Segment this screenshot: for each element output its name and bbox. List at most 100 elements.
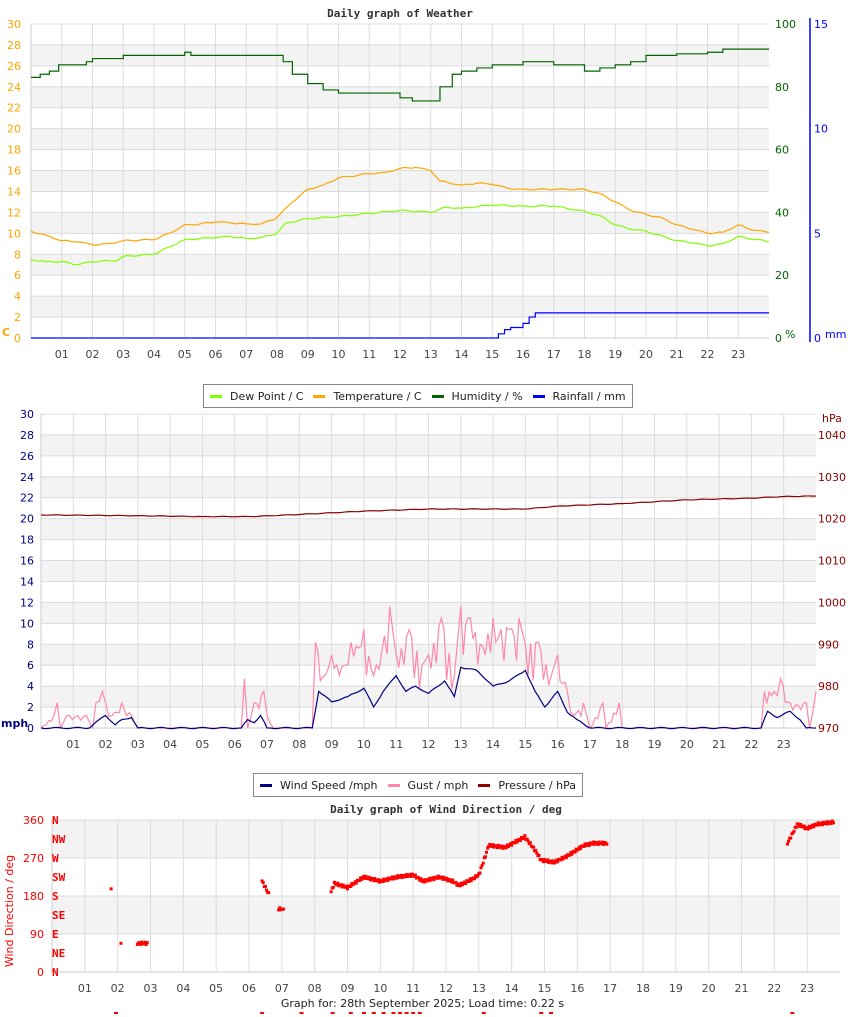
x-tick-label: 08 [292, 738, 306, 751]
wind-direction-point [514, 838, 518, 842]
wind-direction-point [510, 843, 514, 847]
wind-direction-point [595, 841, 599, 845]
wind-direction-point [602, 842, 606, 846]
y-tick-label-temperature: 16 [7, 165, 21, 178]
wind-direction-point [792, 829, 796, 833]
footer-load-info: Graph for: 28th September 2025; Load tim… [280, 997, 565, 1010]
y-tick-label-mph: 2 [27, 701, 34, 714]
wind-direction-point [500, 844, 504, 848]
legend-swatch [478, 784, 491, 787]
x-tick-label: 05 [195, 738, 209, 751]
calm-marker [790, 1012, 795, 1014]
wind-direction-point [551, 859, 555, 863]
legend-label: Gust / mph [407, 778, 469, 792]
wind-direction-point [331, 885, 335, 889]
wind-direction-point [329, 890, 333, 894]
calm-marker [361, 1012, 366, 1014]
x-tick-label: 08 [270, 348, 284, 361]
x-tick-label: 15 [485, 348, 499, 361]
legend-item: Humidity / % [431, 390, 523, 403]
legend-item: Pressure / hPa [478, 779, 576, 792]
compass-label: NW [52, 833, 66, 846]
x-tick-label: 21 [712, 738, 726, 751]
wind-direction-point [418, 878, 422, 882]
series-rainfall-line [31, 312, 769, 339]
wind-direction-point [263, 884, 267, 888]
y-tick-label-mph: 12 [20, 596, 34, 609]
wind-direction-point [396, 874, 400, 878]
wind-direction-point [561, 857, 565, 861]
wind-direction-point [483, 855, 487, 859]
wind-direction-point [409, 874, 413, 878]
wind-direction-point [346, 887, 349, 891]
wind-direction-point [391, 877, 395, 881]
x-tick-label: 17 [583, 738, 597, 751]
series-pressure-line [40, 495, 817, 518]
wind-direction-point [537, 853, 541, 857]
wind-direction-point [265, 888, 269, 892]
wind-direction-point [139, 942, 143, 946]
wind-direction-point [119, 941, 123, 945]
y-tick-label-mph: 0 [27, 722, 34, 735]
wind-direction-point [794, 825, 798, 829]
wind-direction-point [435, 876, 439, 880]
wind-direction-point [495, 846, 499, 850]
x-tick-label: 19 [648, 738, 662, 751]
wind-direction-point [442, 875, 446, 879]
wind-direction-point [532, 845, 536, 849]
wind-direction-point [806, 827, 810, 831]
y-tick-label-rainfall: 5 [814, 227, 821, 240]
wind-direction-point [349, 884, 353, 888]
y-tick-label-mph: 8 [27, 638, 34, 651]
wind-direction-point [398, 875, 402, 879]
wind-direction-point [469, 879, 473, 883]
wind-direction-point [340, 885, 344, 889]
chart-3: 01 02 03 04 05 06 07 08 09 10 11 12 13 14 15 16 17 18 19 20… [3, 803, 840, 1014]
x-tick-label: 07 [239, 348, 253, 361]
wind-direction-point [815, 823, 819, 827]
wind-direction-point [587, 843, 591, 847]
wind-direction-point [518, 838, 522, 842]
wind-direction-point [138, 941, 142, 945]
wind-direction-point [145, 941, 149, 945]
wind-direction-point [364, 874, 368, 878]
x-tick-label: 16 [570, 982, 584, 995]
x-tick-label: 19 [608, 348, 622, 361]
wind-direction-point [549, 859, 553, 863]
wind-direction-point [545, 860, 549, 864]
wind-direction-point [358, 879, 362, 883]
calm-markers [114, 1012, 795, 1014]
y-tick-label-temperature: 10 [7, 227, 21, 240]
x-tick-label: 05 [178, 348, 192, 361]
wind-direction-point [385, 877, 389, 881]
wind-direction-point [459, 881, 463, 885]
wind-direction-point [440, 875, 444, 879]
wind-direction-points [109, 819, 835, 947]
legend-item: Wind Speed /mph [260, 779, 378, 792]
wind-direction-point [591, 842, 595, 846]
wind-direction-point [569, 851, 573, 855]
wind-direction-point [386, 879, 390, 883]
y-tick-label-pressure: 1010 [818, 555, 846, 568]
wind-direction-point [449, 880, 453, 884]
y-tick-label-temperature: 6 [14, 269, 21, 282]
wind-direction-point [484, 850, 488, 854]
wind-direction-point [811, 823, 815, 827]
wind-direction-point [543, 858, 546, 862]
x-tick-label: 04 [176, 982, 190, 995]
wind-direction-point [421, 880, 425, 884]
y-tick-label-rainfall: 15 [814, 18, 828, 31]
compass-label: W [52, 852, 59, 865]
x-tick-label: 22 [767, 982, 781, 995]
x-tick-label: 18 [636, 982, 650, 995]
series-humidity-line [31, 48, 769, 102]
wind-direction-point [490, 844, 494, 848]
wind-direction-point [601, 840, 605, 844]
wind-direction-point [605, 842, 609, 846]
wind-direction-point [454, 880, 458, 884]
wind-direction-point [583, 842, 587, 846]
x-tick-label: 14 [505, 982, 519, 995]
chart-title: Daily graph of Weather [327, 7, 473, 20]
wind-direction-point [480, 863, 484, 867]
